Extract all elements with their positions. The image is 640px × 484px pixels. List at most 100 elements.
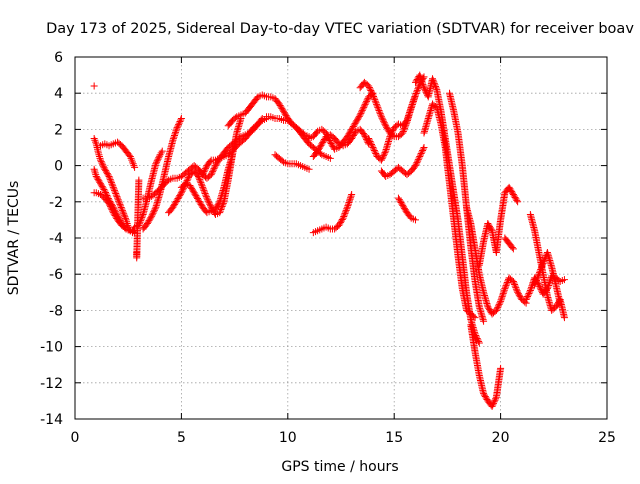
series-arc-ae — [90, 82, 98, 90]
data-point — [111, 188, 119, 196]
data-point — [480, 317, 488, 325]
data-point — [494, 302, 502, 310]
data-point — [92, 172, 100, 180]
data-point — [492, 395, 500, 403]
data-point — [358, 108, 366, 116]
data-point — [102, 188, 110, 196]
data-point — [172, 197, 180, 205]
data-point — [97, 156, 105, 164]
data-point — [214, 201, 222, 209]
data-point — [496, 299, 504, 307]
data-point — [406, 108, 414, 116]
data-point — [417, 74, 425, 82]
data-point — [340, 211, 348, 219]
data-point — [91, 169, 99, 177]
data-point — [320, 137, 328, 145]
data-point — [281, 110, 289, 118]
data-point — [155, 152, 163, 160]
data-point — [116, 200, 124, 208]
data-point — [362, 134, 370, 142]
data-point — [538, 262, 546, 270]
data-point — [153, 158, 161, 166]
data-point — [360, 103, 368, 111]
data-point — [99, 162, 107, 170]
data-point — [374, 105, 382, 113]
data-point — [394, 194, 402, 202]
data-point — [429, 76, 437, 84]
data-point — [197, 179, 205, 187]
data-point — [498, 294, 506, 302]
data-point — [475, 337, 483, 345]
data-point — [112, 191, 120, 199]
y-tick-label: -12 — [40, 376, 63, 392]
data-point — [367, 86, 375, 94]
data-point — [510, 192, 518, 200]
data-point — [108, 206, 116, 214]
data-point — [348, 191, 356, 199]
data-point — [173, 196, 181, 204]
data-point — [191, 190, 199, 198]
data-point — [348, 134, 356, 142]
data-point — [370, 94, 378, 102]
data-point — [193, 193, 201, 201]
data-point — [125, 151, 133, 159]
data-point — [405, 110, 413, 118]
y-tick-label: -14 — [40, 412, 63, 428]
data-point — [413, 159, 421, 167]
data-point — [536, 283, 544, 291]
data-point — [201, 166, 209, 174]
data-point — [365, 136, 373, 144]
series-arc-ac — [526, 210, 568, 322]
data-point — [106, 174, 114, 182]
data-point — [257, 116, 265, 124]
data-point — [368, 88, 376, 96]
data-point — [373, 102, 381, 110]
data-point — [407, 104, 415, 112]
data-point — [524, 291, 532, 299]
data-point — [95, 177, 103, 185]
data-point — [353, 117, 361, 125]
data-point — [350, 130, 358, 138]
series-arc-d — [97, 138, 139, 171]
data-point — [386, 133, 394, 141]
data-point — [172, 127, 180, 135]
data-point — [493, 305, 501, 313]
data-point — [418, 148, 426, 156]
y-tick-label: -6 — [49, 267, 63, 283]
data-point — [97, 181, 105, 189]
data-point — [560, 276, 568, 284]
data-point — [508, 244, 516, 252]
data-point — [95, 153, 103, 161]
data-point — [509, 277, 517, 285]
data-point — [411, 93, 419, 101]
series-arc-o — [309, 125, 373, 161]
data-point — [510, 279, 518, 287]
data-point — [188, 186, 196, 194]
data-point — [418, 79, 426, 87]
data-point — [366, 85, 374, 93]
data-point — [280, 109, 288, 117]
data-point — [487, 225, 495, 233]
data-point — [514, 288, 522, 296]
data-point — [526, 288, 534, 296]
data-point — [525, 290, 533, 298]
data-point — [114, 196, 122, 204]
data-point — [117, 202, 125, 210]
data-point — [511, 281, 519, 289]
data-point — [109, 207, 117, 215]
data-point — [400, 204, 408, 212]
data-point — [368, 142, 376, 150]
data-point — [114, 194, 122, 202]
data-point — [100, 164, 108, 172]
data-point — [91, 167, 99, 175]
series-arc-y — [463, 203, 530, 318]
data-point — [112, 213, 120, 221]
grid-layer — [75, 57, 607, 419]
data-point — [500, 288, 508, 296]
data-point — [96, 154, 104, 162]
data-point — [194, 196, 202, 204]
data-point — [501, 283, 509, 291]
data-point — [370, 147, 378, 155]
data-point — [327, 140, 335, 148]
